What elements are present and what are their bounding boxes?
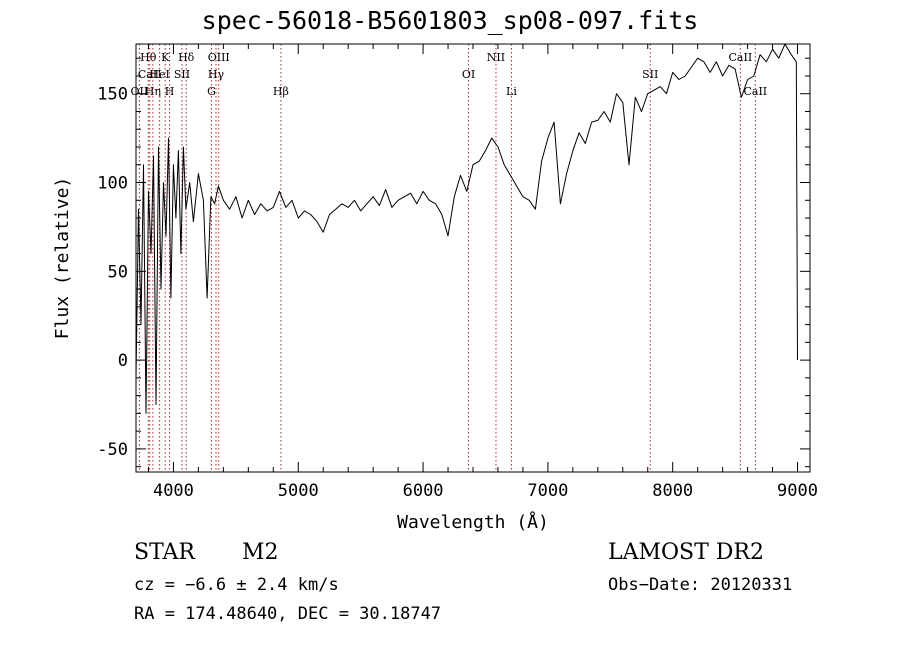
marker-label: H	[165, 85, 175, 98]
x-tick-label: 4000	[153, 481, 194, 501]
x-tick-label: 8000	[652, 481, 693, 501]
marker-label: NII	[487, 51, 505, 64]
marker-label: Hθ	[140, 51, 157, 64]
marker-label: G	[207, 85, 216, 98]
spectrum-line-group	[135, 43, 798, 414]
y-tick-label: 0	[118, 351, 128, 371]
y-tick-label: 150	[97, 85, 128, 105]
axis-ticks	[136, 44, 810, 472]
marker-label: Hδ	[178, 51, 195, 64]
marker-label: CaII	[743, 85, 767, 98]
chart-title: spec-56018-B5601803_sp08-097.fits	[201, 6, 699, 35]
x-tick-label: 6000	[403, 481, 444, 501]
plot-frame	[135, 43, 811, 473]
x-tick-label: 5000	[278, 481, 319, 501]
marker-label: K	[161, 51, 170, 64]
axis-tick-labels: 4000 5000 6000 7000 8000 9000 -50 0 50 100 150	[97, 85, 818, 501]
marker-label: CaII	[138, 68, 162, 81]
marker-label: Hβ	[273, 85, 289, 98]
y-axis-label: Flux (relative)	[52, 177, 73, 340]
ra-dec-coordinates: RA = 174.48640, DEC = 30.18747	[134, 604, 442, 624]
observation-date: Obs−Date: 20120331	[608, 575, 793, 595]
marker-label: Li	[506, 85, 517, 98]
redshift-cz: cz = −6.6 ± 2.4 km/s	[134, 575, 339, 595]
x-tick-label: 9000	[777, 481, 818, 501]
x-axis-label: Wavelength (Å)	[397, 511, 549, 533]
y-tick-label: -50	[97, 440, 128, 460]
spectral-line-markers: OII Hθ CaII Hη HeI K H SII Hδ G Hγ OIII Hβ OI NII Li SII…	[131, 44, 767, 472]
y-tick-label: 50	[108, 262, 128, 282]
marker-label: OI	[462, 68, 475, 81]
spectrum-line	[135, 43, 798, 414]
marker-label: SII	[174, 68, 190, 81]
marker-label: Hγ	[208, 68, 225, 81]
object-class: STAR	[134, 540, 195, 565]
marker-label: CaII	[729, 51, 753, 64]
object-subclass: M2	[242, 540, 279, 565]
marker-label: OII	[131, 85, 149, 98]
marker-label: Hη	[145, 85, 161, 98]
marker-label: SII	[642, 68, 658, 81]
x-tick-label: 7000	[527, 481, 568, 501]
y-tick-label: 100	[97, 174, 128, 194]
survey-name: LAMOST DR2	[608, 540, 764, 565]
marker-label: HeI	[149, 68, 169, 81]
marker-label: OIII	[208, 51, 230, 64]
